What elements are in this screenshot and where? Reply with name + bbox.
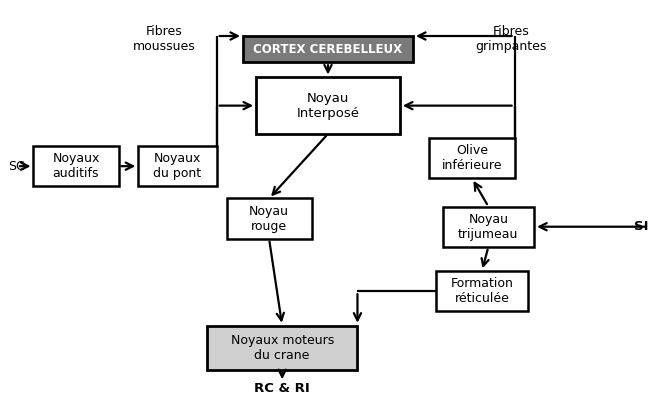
Text: Fibres
moussues: Fibres moussues xyxy=(133,25,195,53)
FancyBboxPatch shape xyxy=(430,138,514,178)
Text: Noyaux
auditifs: Noyaux auditifs xyxy=(52,152,100,180)
Text: RC & RI: RC & RI xyxy=(255,382,310,395)
FancyBboxPatch shape xyxy=(207,326,358,370)
FancyBboxPatch shape xyxy=(443,207,534,247)
Text: Noyaux moteurs
du crane: Noyaux moteurs du crane xyxy=(230,334,334,362)
FancyBboxPatch shape xyxy=(33,146,119,186)
Text: CORTEX CEREBELLEUX: CORTEX CEREBELLEUX xyxy=(253,43,403,55)
Text: Noyau
rouge: Noyau rouge xyxy=(249,205,289,232)
Text: Formation
réticulée: Formation réticulée xyxy=(451,277,513,305)
Text: SC: SC xyxy=(9,160,26,173)
FancyBboxPatch shape xyxy=(138,146,216,186)
FancyBboxPatch shape xyxy=(226,198,312,239)
Text: Noyaux
du pont: Noyaux du pont xyxy=(154,152,201,180)
Text: Noyau
Interposé: Noyau Interposé xyxy=(297,92,359,119)
Text: Noyau
trijumeau: Noyau trijumeau xyxy=(458,213,518,241)
FancyBboxPatch shape xyxy=(436,271,527,311)
Text: Fibres
grimpantes: Fibres grimpantes xyxy=(476,25,547,53)
Text: SI: SI xyxy=(634,220,649,233)
Text: Olive
inférieure: Olive inférieure xyxy=(441,144,502,172)
FancyBboxPatch shape xyxy=(256,77,400,134)
FancyBboxPatch shape xyxy=(243,36,413,62)
